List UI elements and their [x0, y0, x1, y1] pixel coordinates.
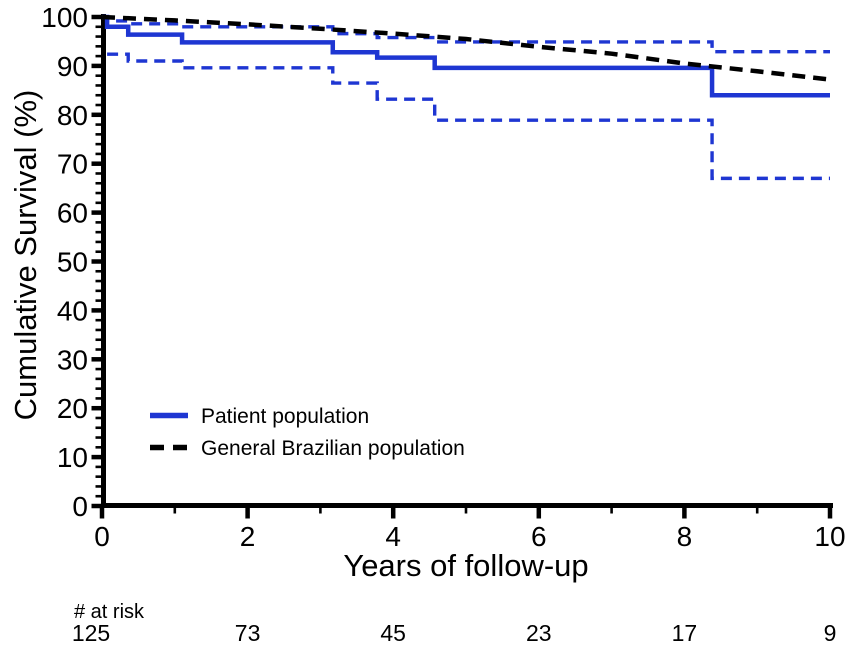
x-tick-label: 4: [385, 521, 401, 552]
axis-ticks: [91, 14, 833, 519]
series-patient-population: [102, 14, 830, 98]
y-tick-label: 100: [41, 2, 88, 33]
y-tick-label: 10: [57, 442, 88, 473]
at-risk-value: 9: [824, 620, 837, 646]
y-tick-label: 50: [57, 247, 88, 278]
at-risk-value: 125: [72, 620, 110, 646]
y-tick-label: 60: [57, 198, 88, 229]
legend-label-general-brazilian-population: General Brazilian population: [201, 437, 465, 460]
y-axis-title: Cumulative Survival (%): [8, 90, 43, 421]
x-tick-label: 6: [531, 521, 547, 552]
series-lines: [101, 14, 831, 181]
x-tick-label: 2: [240, 521, 256, 552]
y-tick-label: 40: [57, 295, 88, 326]
y-tick-label: 30: [57, 344, 88, 375]
x-tick-label: 0: [94, 521, 110, 552]
at-risk-numbers: 125 73 45 23 17 9: [72, 620, 837, 646]
y-tick-label: 90: [57, 51, 88, 82]
axes: [101, 14, 833, 508]
at-risk-table: # at risk 125 73 45 23 17 9: [72, 601, 837, 646]
y-tick-label: 70: [57, 149, 88, 180]
at-risk-value: 17: [672, 620, 698, 646]
x-tick-label: 10: [814, 521, 845, 552]
at-risk-value: 73: [235, 620, 261, 646]
at-risk-value: 45: [380, 620, 406, 646]
y-tick-label: 0: [72, 491, 88, 522]
x-axis-title: Years of follow-up: [343, 548, 588, 583]
y-tick-label: 20: [57, 393, 88, 424]
at-risk-value: 23: [526, 620, 552, 646]
x-tick-label: 8: [677, 521, 693, 552]
series-general-brazilian-population: [101, 14, 831, 82]
series-patient-population-lower-95-ci: [107, 52, 830, 181]
at-risk-header: # at risk: [74, 601, 145, 623]
legend-label-patient-population: Patient population: [201, 405, 369, 428]
legend: Patient population General Brazilian pop…: [150, 405, 465, 460]
y-tick-label: 80: [57, 100, 88, 131]
